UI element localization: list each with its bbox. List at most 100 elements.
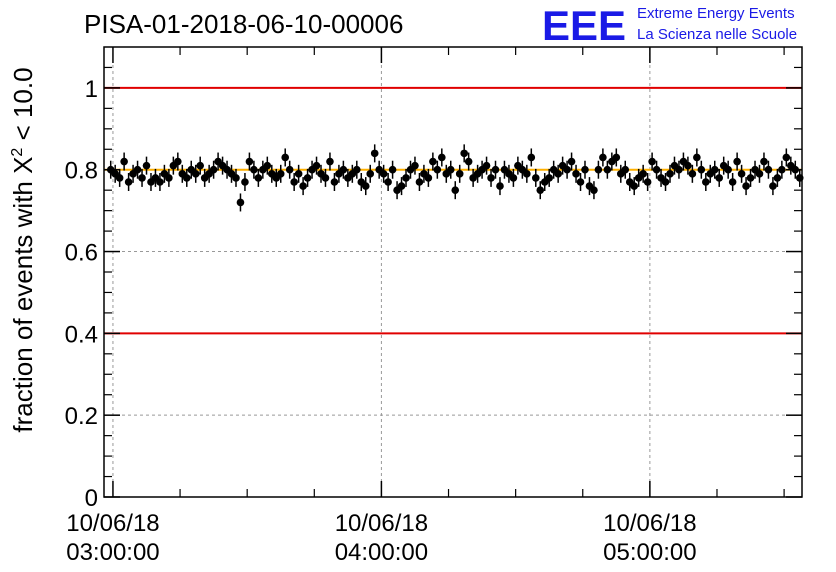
data-point bbox=[182, 168, 191, 187]
point-marker bbox=[415, 178, 424, 186]
point-marker bbox=[142, 161, 151, 170]
point-marker bbox=[523, 170, 531, 178]
point-marker bbox=[621, 165, 630, 174]
point-marker bbox=[684, 161, 692, 170]
point-marker bbox=[666, 170, 674, 178]
point-marker bbox=[643, 178, 652, 186]
data-point bbox=[276, 164, 285, 183]
data-point bbox=[755, 164, 764, 183]
y-axis-label-main: fraction of events with X bbox=[8, 157, 38, 433]
data-point bbox=[411, 156, 419, 175]
data-point bbox=[429, 152, 437, 171]
data-point bbox=[236, 193, 245, 212]
data-point bbox=[115, 168, 124, 187]
point-marker bbox=[769, 182, 777, 190]
point-marker bbox=[764, 165, 773, 174]
data-point bbox=[554, 164, 562, 183]
data-point bbox=[433, 160, 442, 179]
data-point bbox=[536, 181, 545, 200]
point-marker bbox=[339, 165, 348, 174]
data-point bbox=[572, 164, 580, 183]
point-marker bbox=[733, 157, 741, 166]
point-marker bbox=[688, 170, 697, 178]
data-point bbox=[438, 148, 446, 167]
data-point bbox=[643, 173, 652, 191]
data-point bbox=[353, 160, 361, 179]
data-point bbox=[245, 152, 254, 171]
point-marker bbox=[567, 157, 576, 166]
data-point bbox=[773, 168, 782, 187]
point-marker bbox=[326, 157, 334, 166]
point-marker bbox=[581, 165, 589, 174]
point-marker bbox=[370, 149, 379, 158]
data-point bbox=[545, 168, 553, 187]
point-marker bbox=[675, 165, 683, 174]
point-marker bbox=[737, 170, 746, 178]
point-marker bbox=[379, 170, 388, 178]
data-point bbox=[684, 156, 692, 175]
data-point bbox=[451, 181, 460, 200]
point-marker bbox=[590, 186, 598, 194]
point-marker bbox=[232, 174, 240, 182]
data-point bbox=[563, 160, 571, 179]
data-point bbox=[621, 160, 630, 179]
data-point bbox=[455, 164, 464, 183]
point-marker bbox=[710, 165, 719, 174]
point-marker bbox=[353, 165, 361, 174]
data-point bbox=[263, 156, 272, 175]
point-marker bbox=[661, 178, 670, 186]
data-point bbox=[737, 164, 746, 183]
point-marker bbox=[133, 165, 142, 174]
point-marker bbox=[482, 161, 491, 170]
point-marker bbox=[276, 170, 285, 178]
point-marker bbox=[174, 157, 182, 166]
point-marker bbox=[630, 182, 639, 190]
data-point bbox=[397, 177, 406, 196]
point-marker bbox=[491, 165, 500, 174]
data-point bbox=[241, 173, 249, 191]
point-marker bbox=[384, 178, 392, 186]
point-marker bbox=[115, 174, 124, 182]
data-point bbox=[361, 177, 370, 196]
data-point bbox=[487, 168, 495, 187]
data-point bbox=[782, 148, 791, 167]
data-point bbox=[702, 173, 710, 191]
data-point bbox=[384, 173, 392, 191]
point-marker bbox=[527, 153, 536, 162]
logo-line-1: Extreme Energy Events bbox=[637, 5, 795, 22]
data-point bbox=[460, 144, 468, 163]
point-marker bbox=[241, 178, 249, 186]
point-marker bbox=[294, 170, 303, 178]
logo-mark: EEE bbox=[542, 2, 626, 49]
data-point bbox=[209, 160, 218, 179]
point-marker bbox=[245, 157, 254, 166]
point-marker bbox=[509, 174, 518, 182]
point-marker bbox=[755, 170, 764, 178]
point-marker bbox=[715, 174, 724, 182]
point-marker bbox=[648, 157, 656, 166]
point-marker bbox=[429, 157, 437, 166]
point-marker bbox=[576, 178, 585, 186]
point-marker bbox=[603, 165, 612, 174]
point-marker bbox=[760, 157, 768, 166]
point-marker bbox=[460, 149, 468, 158]
data-point bbox=[742, 177, 750, 196]
point-marker bbox=[652, 165, 661, 174]
point-marker bbox=[746, 174, 755, 182]
data-point bbox=[120, 152, 128, 171]
data-point bbox=[496, 177, 504, 196]
data-point bbox=[290, 173, 298, 191]
reference-lines bbox=[104, 86, 802, 335]
data-point bbox=[523, 164, 531, 183]
y-tick-label: 0.4 bbox=[65, 321, 98, 348]
data-point bbox=[652, 160, 661, 179]
data-point bbox=[675, 160, 683, 179]
data-point bbox=[285, 160, 294, 179]
data-point bbox=[196, 156, 204, 175]
point-marker bbox=[424, 174, 433, 182]
x-tick-date-label: 10/06/18 bbox=[335, 510, 428, 537]
data-point bbox=[482, 156, 491, 175]
point-marker bbox=[388, 165, 397, 174]
point-marker bbox=[366, 170, 375, 178]
